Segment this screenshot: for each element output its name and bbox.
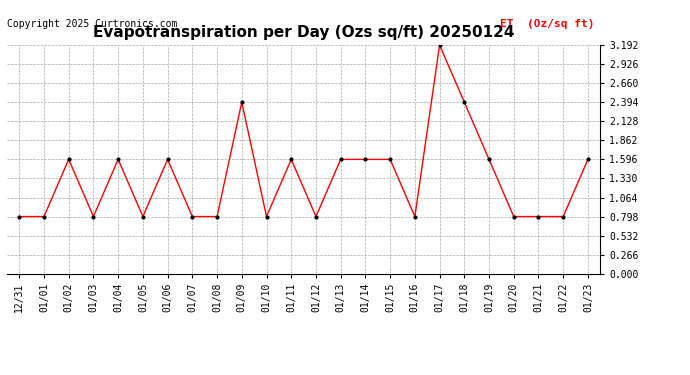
Text: Copyright 2025 Curtronics.com: Copyright 2025 Curtronics.com [7, 19, 177, 29]
Text: ET  (Oz/sq ft): ET (Oz/sq ft) [500, 19, 594, 29]
Title: Evapotranspiration per Day (Ozs sq/ft) 20250124: Evapotranspiration per Day (Ozs sq/ft) 2… [93, 25, 514, 40]
